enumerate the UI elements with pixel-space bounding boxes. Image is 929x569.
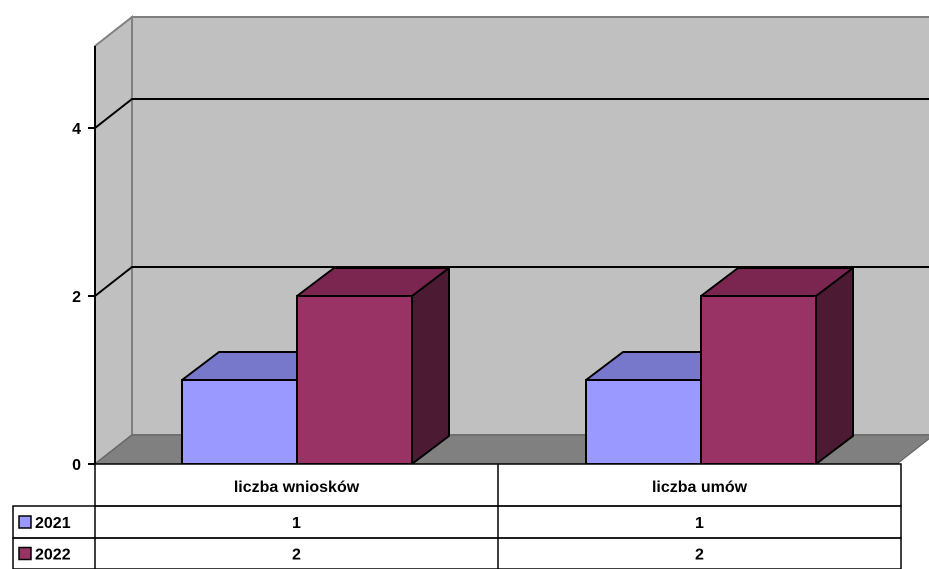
table-row <box>12 537 902 569</box>
bar-2022-1 <box>296 267 450 465</box>
table-row <box>12 505 902 539</box>
bar-side <box>815 267 854 465</box>
data-label: 2 <box>292 547 301 564</box>
gridlines <box>94 98 929 297</box>
y-tick-label: 2 <box>72 289 81 306</box>
bar-front <box>181 379 298 465</box>
side-wall <box>94 14 133 467</box>
legend-swatch-2021 <box>18 515 32 529</box>
legend-swatch-2022 <box>18 546 32 561</box>
data-table: liczba wniosków liczba umów 2021 1 1 2022 2 2 <box>12 463 902 569</box>
y-tick-label: 0 <box>72 457 81 474</box>
y-tick-label: 4 <box>72 121 81 138</box>
bar-front <box>700 295 817 465</box>
legend-label: 2022 <box>35 547 71 564</box>
bar-front <box>585 379 702 465</box>
gridline <box>94 98 929 129</box>
category-label: liczba umów <box>652 479 748 496</box>
legend-label: 2021 <box>35 515 71 532</box>
bar-front <box>296 295 413 465</box>
y-axis: 0 2 4 <box>72 46 96 474</box>
bar-side <box>411 267 450 465</box>
data-label: 1 <box>292 515 301 532</box>
bar-2022-2 <box>700 267 854 465</box>
data-label: 2 <box>695 547 704 564</box>
data-label: 1 <box>695 515 704 532</box>
category-label: liczba wniosków <box>234 479 360 496</box>
gridline <box>94 266 929 297</box>
